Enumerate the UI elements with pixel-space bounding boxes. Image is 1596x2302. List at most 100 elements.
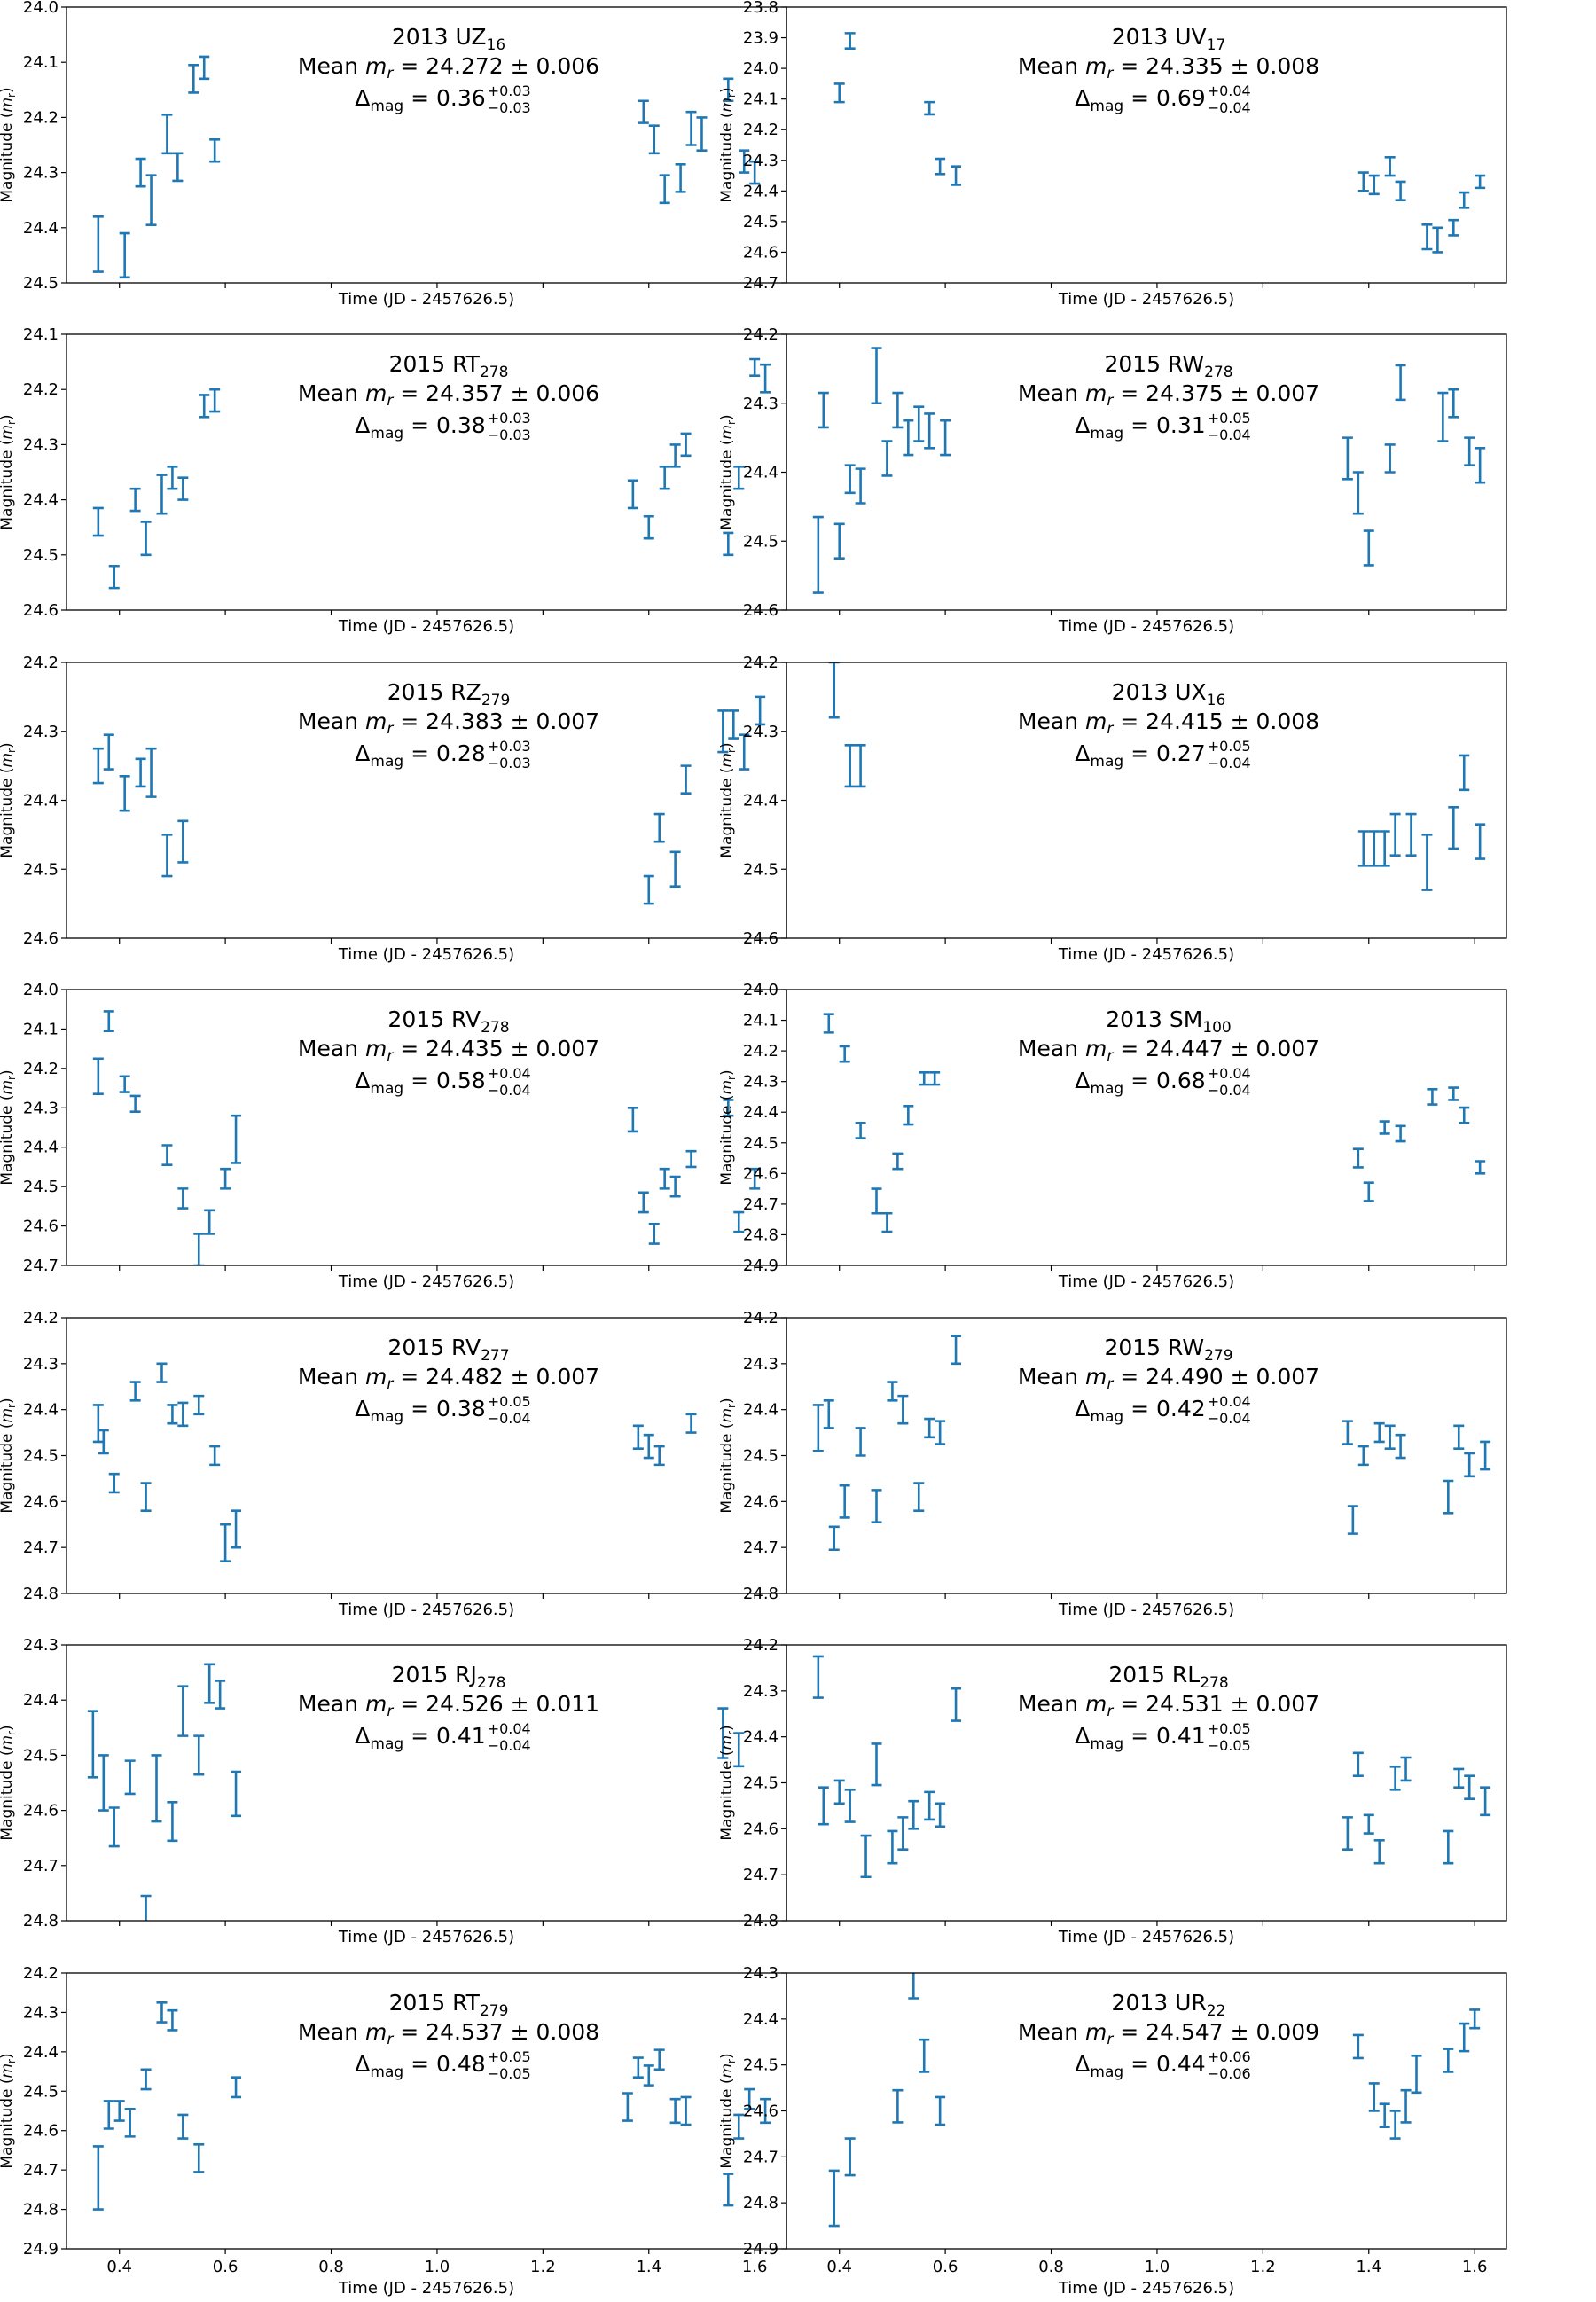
y-tick-label: 24.6 [23,929,59,948]
y-axis-label-subscript: r [725,1731,738,1735]
delta-mag: Δmag = 0.38 [355,412,485,442]
error-bar-point [119,774,130,812]
y-axis-label-symbol: m [0,1735,16,1750]
error-bar-point [1379,1120,1390,1135]
y-axis-label-symbol: m [0,1408,16,1423]
error-bar-point [1352,1147,1364,1169]
y-tick-label: 24.6 [23,1802,59,1820]
y-axis-label: Magnitude (mr) [0,1398,18,1513]
y-axis-label-symbol: m [718,425,736,440]
y-tick-label: 24.6 [743,2102,778,2121]
error-bar-point [204,1663,215,1704]
x-axis-label: Time (JD - 2457626.5) [1058,1272,1234,1291]
error-bar-point [638,99,649,124]
error-bar-point [913,405,925,442]
error-bar-point [1384,156,1396,177]
y-axis-label: Magnitude (mr) [718,1398,738,1513]
mean-subscript: r [387,2031,394,2048]
delta-mag-lower-error: −0.06 [1208,2065,1251,2082]
y-tick-label: 24.6 [23,1218,59,1236]
error-bar-point [1357,1445,1369,1467]
error-bar-point [177,2113,189,2140]
mean-subscript: r [387,65,394,82]
y-tick-label: 24.7 [23,2161,59,2180]
delta-mag: Δmag = 0.58 [355,1068,485,1098]
mean-subscript: r [1107,392,1114,410]
delta-mag: Δmag = 0.28 [355,740,485,771]
data-points [92,1010,761,1265]
delta-mag: Δmag = 0.68 [1075,1068,1205,1098]
y-axis-label-close: ) [718,1398,736,1404]
mean-magnitude: Mean mr = 24.490 ± 0.007 [1018,1364,1319,1393]
error-bar-point [924,1790,935,1821]
delta-mag-lower-error: −0.04 [488,1737,531,1754]
y-tick-label: 24.3 [23,1355,59,1374]
y-axis-label: Magnitude (mr) [0,742,18,857]
delta-mag-subscript: mag [370,1408,403,1426]
delta-mag: Δmag = 0.36 [355,85,485,115]
y-tick-label: 24.5 [743,213,778,231]
chart-panel: 24.2 24.3 24.4 24.5 24.6 24.7 24.8 Time (JD - 2… [718,1309,1507,1619]
error-bar-point [669,443,681,468]
y-tick-label: 24.4 [743,464,778,482]
delta-mag-value: = 0.41 [1123,1723,1206,1749]
data-points [828,662,1486,891]
y-tick-label: 24.5 [743,2056,778,2075]
y-axis-label-symbol: m [0,98,16,113]
error-bar-point [188,64,200,94]
delta-mag-value: = 0.27 [1123,740,1206,766]
error-bar-point [696,116,708,153]
error-bar-point [1448,805,1459,850]
y-tick-label: 24.6 [743,929,778,948]
chart-panel: 24.2 24.3 24.4 24.5 24.6 Time (JD - 2457626.5… [0,654,787,964]
error-bar-point [833,82,845,104]
error-bar-point [1395,1124,1406,1143]
object-name-subscript: 100 [1202,1019,1231,1037]
error-bar-point [717,1707,729,1759]
error-bar-point [1405,812,1417,857]
chart-panel: 24.0 24.1 24.2 24.3 24.4 24.5 24.6 24.7 Time (JD… [0,981,787,1291]
y-tick-label: 24.2 [23,1964,59,1983]
chart-panel: 23.8 23.9 24.0 24.1 24.2 24.3 24.4 24.5 24.6 24.7… [718,0,1507,309]
mean-value: = 24.335 ± 0.008 [1113,53,1319,79]
error-bar-point [855,744,866,788]
y-tick-label: 24.3 [23,2003,59,2022]
object-name-subscript: 278 [1200,1674,1228,1692]
error-bar-point [929,1071,941,1086]
mean-value: = 24.357 ± 0.006 [393,380,599,406]
error-bar-point [622,2092,633,2122]
y-axis-label: Magnitude (mr) [0,87,18,202]
error-bar-point [167,465,178,490]
delta-mag-upper-error: +0.04 [1208,1065,1251,1082]
error-bar-point [1347,1505,1358,1535]
y-axis-label-symbol: m [0,753,16,768]
error-bar-point [1395,364,1406,402]
error-bar-point [659,465,670,490]
error-bar-point [1448,1086,1459,1101]
error-bar-point [1421,834,1433,891]
y-axis-label-subscript: r [5,420,18,425]
error-bar-point [1342,1816,1353,1851]
mean-magnitude: Mean mr = 24.375 ± 0.007 [1018,380,1319,410]
y-tick-label: 24.5 [23,1447,59,1466]
data-points [92,55,761,279]
error-bar-point [1475,1160,1486,1175]
y-axis-label-symbol: m [0,1080,16,1095]
y-tick-label: 24.3 [23,164,59,183]
error-bar-point [1459,191,1470,209]
y-tick-label: 24.0 [23,981,59,999]
error-bar-point [755,695,766,726]
y-tick-label: 24.8 [743,1585,778,1603]
error-bar-point [739,149,750,174]
error-bar-point [145,174,157,226]
x-axis-label: Time (JD - 2457626.5) [1058,1601,1234,1619]
y-tick-label: 24.6 [23,2122,59,2141]
error-bar-point [723,77,734,103]
x-tick-label: 0.8 [1038,2258,1064,2276]
delta-mag-subscript: mag [1090,98,1123,115]
y-axis-label-subscript: r [5,748,18,753]
error-bar-point [919,2038,930,2073]
delta-mag: Δmag = 0.27 [1075,740,1205,771]
error-bar-point [881,1211,893,1233]
error-bar-point [1437,391,1449,442]
